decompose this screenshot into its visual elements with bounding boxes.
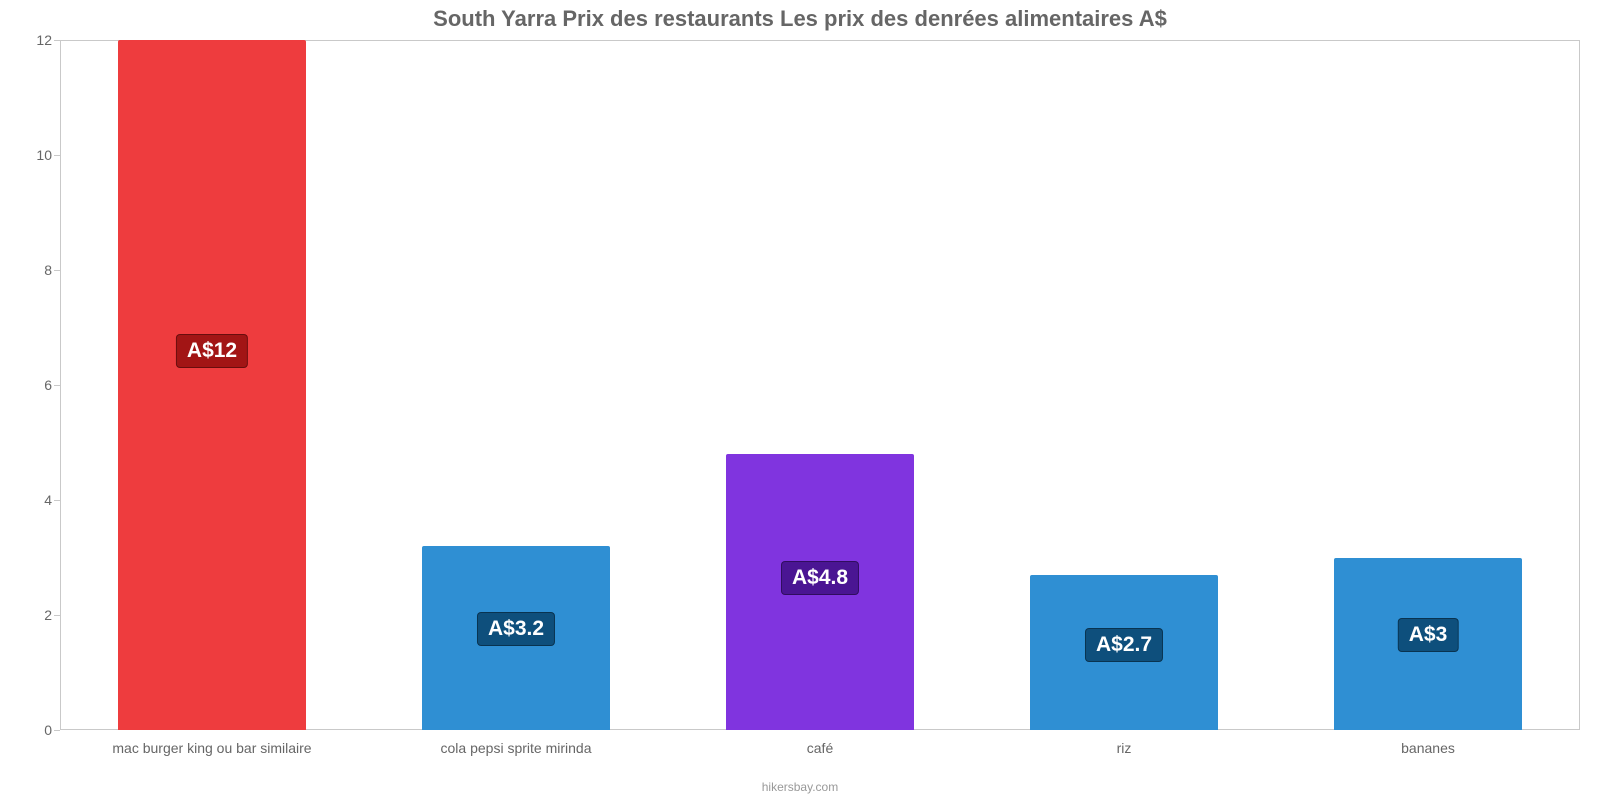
- x-tick-label: cola pepsi sprite mirinda: [441, 740, 592, 756]
- y-tick: [54, 615, 60, 616]
- y-tick-label: 10: [0, 147, 52, 163]
- y-tick-label: 4: [0, 492, 52, 508]
- y-axis-line: [60, 40, 61, 730]
- bar-value-label: A$3: [1398, 618, 1459, 652]
- bar-value-label: A$3.2: [477, 612, 555, 646]
- chart-credits: hikersbay.com: [0, 780, 1600, 794]
- x-tick-label: riz: [1117, 740, 1132, 756]
- bar-value-label: A$2.7: [1085, 628, 1163, 662]
- bar: [118, 40, 306, 730]
- price-bar-chart: South Yarra Prix des restaurants Les pri…: [0, 0, 1600, 800]
- y-tick-label: 0: [0, 722, 52, 738]
- x-tick-label: mac burger king ou bar similaire: [112, 740, 311, 756]
- y-tick: [54, 500, 60, 501]
- y-tick: [54, 40, 60, 41]
- y-tick-label: 12: [0, 32, 52, 48]
- y-tick: [54, 270, 60, 271]
- bar-value-label: A$12: [176, 334, 248, 368]
- chart-title: South Yarra Prix des restaurants Les pri…: [0, 6, 1600, 32]
- y-tick-label: 8: [0, 262, 52, 278]
- x-tick-label: bananes: [1401, 740, 1455, 756]
- y-tick-label: 6: [0, 377, 52, 393]
- x-tick-label: café: [807, 740, 833, 756]
- y-tick: [54, 155, 60, 156]
- y-tick-label: 2: [0, 607, 52, 623]
- y-tick: [54, 730, 60, 731]
- y-tick: [54, 385, 60, 386]
- bar-value-label: A$4.8: [781, 561, 859, 595]
